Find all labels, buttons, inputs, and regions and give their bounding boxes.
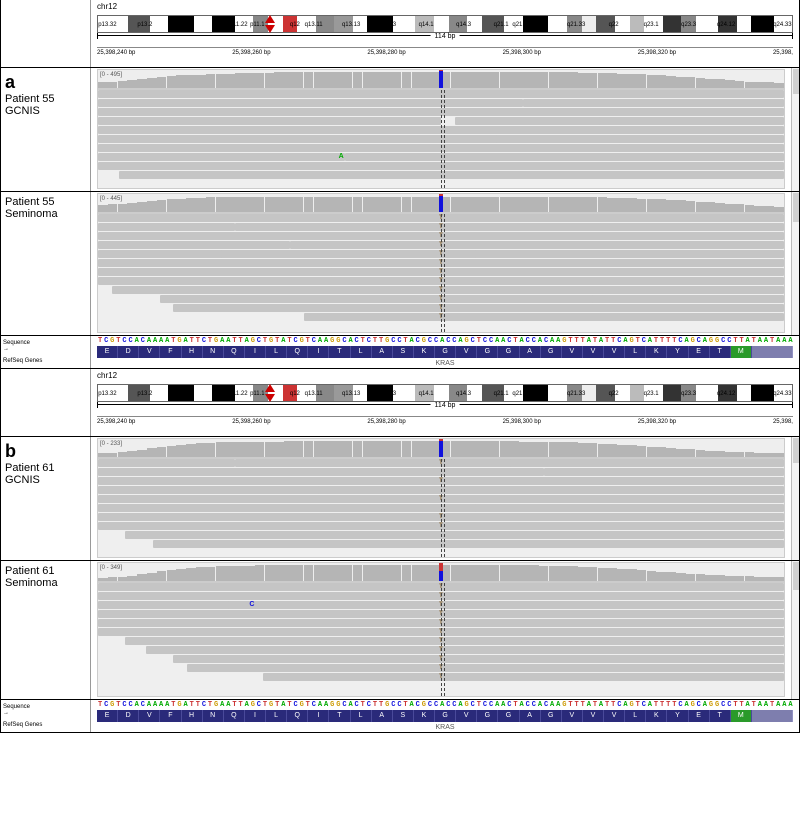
label-a-seminoma: Patient 55 Seminoma bbox=[1, 192, 91, 335]
scrollbar[interactable] bbox=[791, 561, 799, 699]
header-track-b: chr12 p13.32p13.2p12.3p12.1p11.22p11.1q1… bbox=[91, 369, 799, 436]
seq-label-b: Sequence → RefSeq Genes bbox=[1, 700, 91, 732]
seq-row-b: Sequence → RefSeq Genes TCGTCCACAAAATGAT… bbox=[0, 700, 800, 733]
sequence-track-b: TCGTCCACAAAATGATTCTGAATTAGCTGTATCGTCAAGG… bbox=[97, 700, 793, 710]
track-a-gcnis[interactable]: [0 - 495] A bbox=[91, 68, 791, 191]
scrollbar[interactable] bbox=[791, 437, 799, 560]
reads-b-seminoma: TTCTTTTTTTTT bbox=[97, 582, 785, 697]
ruler-ticks-b: 25,398,240 bp25,398,260 bp25,398,280 bp2… bbox=[97, 416, 793, 423]
coverage-a-gcnis: [0 - 495] bbox=[97, 69, 785, 89]
header-panel-b: chr12 p13.32p13.2p12.3p12.1p11.22p11.1q1… bbox=[0, 369, 800, 437]
gene-label: KRAS bbox=[91, 360, 799, 367]
coverage-b-gcnis: [0 - 233] bbox=[97, 438, 785, 458]
seq-track-a: TCGTCCACAAAATGATTCTGAATTAGCTGTATCGTCAAGG… bbox=[91, 336, 799, 368]
panel-a-seminoma: Patient 55 Seminoma [0 - 445] TTTTTTTTTT… bbox=[0, 192, 800, 336]
panel-b-seminoma: Patient 61 Seminoma [0 - 349] TTCTTTTTTT… bbox=[0, 561, 800, 700]
ideogram-b[interactable]: p13.32p13.2p12.3p12.1p11.22p11.1q12q13.1… bbox=[97, 384, 793, 402]
chrom-label: chr12 bbox=[91, 0, 799, 11]
aa-track: EDVFHNQILQITLASKGVGGAGVVVLKYETM bbox=[97, 346, 793, 358]
sequence-track: TCGTCCACAAAATGATTCTGAATTAGCTGTATCGTCAAGG… bbox=[97, 336, 793, 346]
scrollbar[interactable] bbox=[791, 68, 799, 191]
header-left-blank2 bbox=[1, 369, 91, 436]
label-b-gcnis: b Patient 61 GCNIS bbox=[1, 437, 91, 560]
track-b-seminoma[interactable]: [0 - 349] TTCTTTTTTTTT bbox=[91, 561, 791, 699]
ideogram-top[interactable]: p13.32p13.2p12.3p12.1p11.22p11.1q12q13.1… bbox=[97, 15, 793, 33]
seq-track-b: TCGTCCACAAAATGATTCTGAATTAGCTGTATCGTCAAGG… bbox=[91, 700, 799, 732]
header-left-blank bbox=[1, 0, 91, 67]
aa-track-b: EDVFHNQILQITLASKGVGGAGVVVLKYETM bbox=[97, 710, 793, 722]
coverage-a-seminoma: [0 - 445] bbox=[97, 193, 785, 213]
seq-label: Sequence → RefSeq Genes bbox=[1, 336, 91, 368]
panel-a-gcnis: a Patient 55 GCNIS [0 - 495] A bbox=[0, 68, 800, 192]
header-panel-top: chr12 p13.32p13.2p12.3p12.1p11.22p11.1q1… bbox=[0, 0, 800, 68]
header-track-top: chr12 p13.32p13.2p12.3p12.1p11.22p11.1q1… bbox=[91, 0, 799, 67]
panel-b-gcnis: b Patient 61 GCNIS [0 - 233] TTTTT bbox=[0, 437, 800, 561]
label-b-seminoma: Patient 61 Seminoma bbox=[1, 561, 91, 699]
ruler-ticks-top: 25,398,240 bp25,398,260 bp25,398,280 bp2… bbox=[97, 47, 793, 54]
scrollbar[interactable] bbox=[791, 192, 799, 335]
seq-row-a: Sequence → RefSeq Genes TCGTCCACAAAATGAT… bbox=[0, 336, 800, 369]
reads-b-gcnis: TTTTT bbox=[97, 458, 785, 558]
coverage-b-seminoma: [0 - 349] bbox=[97, 562, 785, 582]
reads-a-seminoma: TTTTTTTTTTTT bbox=[97, 213, 785, 333]
label-a-gcnis: a Patient 55 GCNIS bbox=[1, 68, 91, 191]
track-b-gcnis[interactable]: [0 - 233] TTTTT bbox=[91, 437, 791, 560]
ruler-top: 114 bp 25,398,240 bp25,398,260 bp25,398,… bbox=[97, 35, 793, 65]
ruler-b: 114 bp 25,398,240 bp25,398,260 bp25,398,… bbox=[97, 404, 793, 434]
track-a-seminoma[interactable]: [0 - 445] TTTTTTTTTTTT bbox=[91, 192, 791, 335]
reads-a-gcnis: A bbox=[97, 89, 785, 189]
